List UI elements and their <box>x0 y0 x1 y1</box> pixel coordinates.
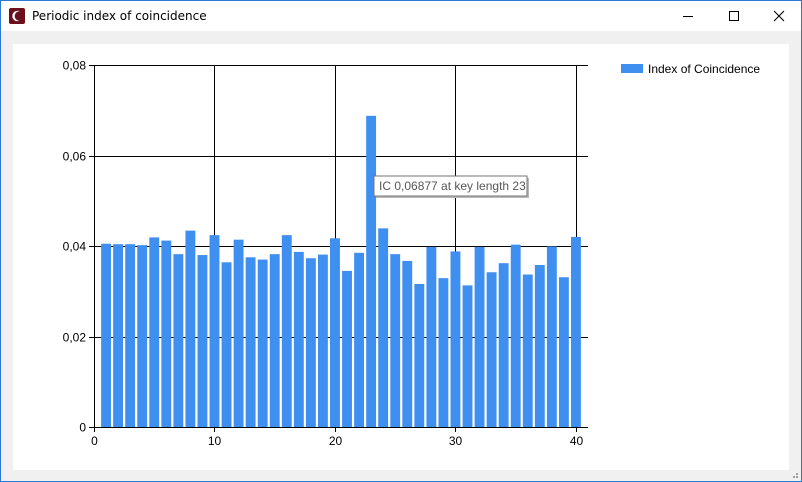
resize-grip-icon[interactable] <box>789 469 799 479</box>
bar-key-length-28[interactable] <box>426 246 437 427</box>
bar-key-length-15[interactable] <box>269 254 280 427</box>
bar-key-length-20[interactable] <box>330 238 340 427</box>
maximize-button[interactable] <box>711 1 757 31</box>
y-tick-label: 0 <box>79 421 86 435</box>
bar-key-length-5[interactable] <box>149 237 160 427</box>
crescent-app-icon[interactable] <box>9 8 25 24</box>
close-icon <box>773 10 785 22</box>
bar-key-length-39[interactable] <box>558 277 569 427</box>
bar-key-length-25[interactable] <box>390 254 401 427</box>
bar-key-length-30[interactable] <box>450 251 461 427</box>
bar-key-length-16[interactable] <box>281 235 292 427</box>
tooltip-text: IC 0,06877 at key length 23 <box>379 179 526 193</box>
legend-label: Index of Coincidence <box>648 62 760 76</box>
y-tick-label: 0,04 <box>63 240 87 254</box>
axes <box>89 65 588 432</box>
bar-key-length-6[interactable] <box>161 240 172 427</box>
legend: Index of Coincidence <box>621 62 760 76</box>
bar-key-length-18[interactable] <box>305 258 316 427</box>
maximize-icon <box>729 11 739 21</box>
bar-key-length-19[interactable] <box>317 254 328 427</box>
bar-key-length-33[interactable] <box>486 272 497 427</box>
bar-key-length-34[interactable] <box>498 263 509 427</box>
bar-key-length-24[interactable] <box>378 228 389 427</box>
bar-key-length-17[interactable] <box>293 251 304 427</box>
bar-key-length-23[interactable] <box>366 115 377 427</box>
bars <box>101 115 581 427</box>
bar-key-length-1[interactable] <box>101 243 111 427</box>
bar-key-length-10[interactable] <box>209 235 220 427</box>
bar-key-length-13[interactable] <box>245 257 256 427</box>
bar-key-length-35[interactable] <box>510 244 521 427</box>
ic-bar-chart: 0 0,02 0,04 0,06 0,08 0 10 20 30 40 Index of Coin… <box>63 59 761 449</box>
bar-key-length-2[interactable] <box>113 244 124 427</box>
bar-key-length-29[interactable] <box>438 278 449 427</box>
bar-key-length-7[interactable] <box>173 254 184 427</box>
x-tick-label: 40 <box>570 434 584 448</box>
title-bar[interactable]: Periodic index of coincidence <box>1 1 801 31</box>
tick-labels: 0 0,02 0,04 0,06 0,08 0 10 20 30 40 <box>63 59 584 449</box>
bar-key-length-32[interactable] <box>474 246 485 427</box>
bar-key-length-37[interactable] <box>534 265 545 427</box>
y-tick-label: 0,02 <box>63 331 87 345</box>
bar-key-length-3[interactable] <box>125 244 136 427</box>
x-tick-label: 30 <box>449 434 463 448</box>
bar-key-length-36[interactable] <box>522 274 533 427</box>
x-tick-label: 10 <box>208 434 222 448</box>
bar-key-length-26[interactable] <box>402 260 413 427</box>
bar-key-length-12[interactable] <box>233 239 244 427</box>
bar-key-length-11[interactable] <box>221 262 232 427</box>
bar-key-length-14[interactable] <box>257 259 268 427</box>
x-tick-label: 20 <box>329 434 343 448</box>
y-tick-label: 0,08 <box>63 59 87 73</box>
y-tick-label: 0,06 <box>63 150 87 164</box>
tooltip-box <box>373 175 528 197</box>
bar-key-length-22[interactable] <box>354 252 365 427</box>
bar-key-length-40[interactable] <box>571 236 581 427</box>
minimize-icon <box>683 16 693 17</box>
legend-swatch <box>621 64 643 73</box>
x-tick-label: 0 <box>91 434 98 448</box>
bar-key-length-8[interactable] <box>185 230 196 427</box>
chart-panel: 0 0,02 0,04 0,06 0,08 0 10 20 30 40 Index of Coin… <box>13 44 789 470</box>
bar-key-length-31[interactable] <box>462 285 473 427</box>
bar-key-length-38[interactable] <box>546 246 557 427</box>
bar-key-length-4[interactable] <box>137 245 148 427</box>
tooltip: IC 0,06877 at key length 23 <box>373 175 529 198</box>
close-button[interactable] <box>756 1 802 31</box>
bar-key-length-27[interactable] <box>414 284 425 427</box>
bar-key-length-9[interactable] <box>197 255 208 427</box>
minimize-button[interactable] <box>665 1 711 31</box>
bar-key-length-21[interactable] <box>342 270 352 427</box>
window-title: Periodic index of coincidence <box>32 9 207 23</box>
